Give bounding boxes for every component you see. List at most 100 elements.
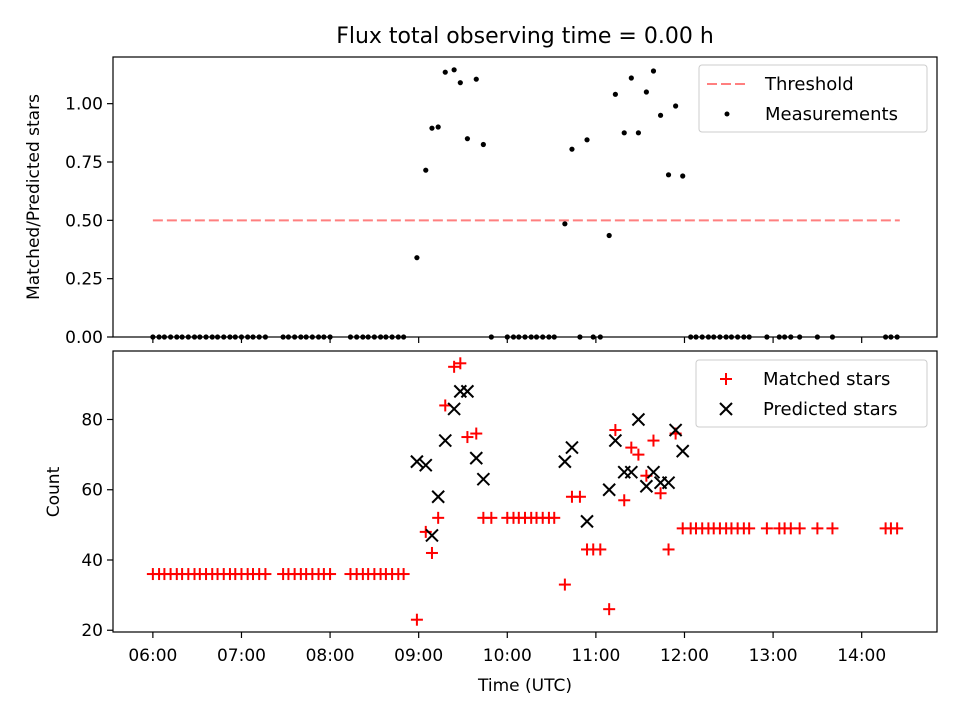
- measurement-point: [628, 75, 634, 81]
- matched-star-point: [793, 522, 806, 535]
- predicted-star-point: [676, 444, 690, 458]
- matched-star-point: [632, 448, 645, 461]
- top-panel: Flux total observing time = 0.00 h 0.000…: [24, 24, 938, 348]
- top-axis-ticks: 0.00 0.25 0.50 0.75 1.00: [65, 95, 863, 348]
- bottom-legend: Matched stars Predicted stars: [695, 359, 928, 428]
- measurement-point: [643, 89, 649, 95]
- predicted-star-point: [580, 514, 594, 529]
- matched-star-point: [654, 487, 667, 500]
- matched-star-point: [410, 613, 423, 626]
- predicted-star-point: [410, 454, 424, 469]
- x-tick-label: 10:00: [483, 646, 532, 666]
- matched-star-point: [826, 522, 839, 535]
- top-legend: Threshold Measurements: [698, 64, 928, 133]
- top-legend-box: [698, 64, 928, 133]
- predicted-star-point: [602, 483, 616, 497]
- legend-predicted-swatch: [719, 402, 733, 416]
- measurement-point: [606, 232, 612, 239]
- bottom-y-tick-label: 20: [81, 621, 103, 641]
- matched-star-point: [485, 511, 498, 524]
- predicted-star-point: [460, 384, 475, 399]
- legend-measurements-swatch: [724, 111, 730, 117]
- measurement-point: [480, 141, 486, 148]
- measurement-point: [612, 91, 618, 97]
- measurement-point: [635, 130, 642, 136]
- x-tick-label: 12:00: [660, 646, 709, 666]
- matched-star-point: [397, 568, 410, 581]
- predicted-star-point: [447, 402, 461, 416]
- top-y-tick-label: 0.75: [65, 153, 103, 173]
- measurement-point: [584, 137, 590, 143]
- bottom-y-tick-label: 80: [81, 410, 103, 430]
- bottom-y-tick-label: 60: [81, 481, 103, 501]
- measurement-point: [562, 221, 568, 227]
- predicted-star-point: [476, 472, 491, 486]
- measurement-point: [621, 130, 627, 136]
- bottom-y-axis-label: Count: [44, 466, 64, 517]
- x-tick-label: 14:00: [837, 646, 886, 666]
- predicted-star-point: [419, 458, 433, 472]
- predicted-star-point: [668, 423, 683, 437]
- measurement-point: [665, 172, 672, 178]
- matched-star-point: [558, 578, 571, 591]
- top-plot-frame: [112, 56, 938, 338]
- predicted-star-point: [608, 433, 623, 448]
- predicted-star-point: [565, 440, 579, 455]
- matched-star-point: [618, 494, 631, 507]
- matched-star-point: [548, 511, 561, 524]
- matched-star-point: [425, 546, 438, 559]
- measurement-point: [451, 67, 457, 73]
- top-y-tick-label: 1.00: [65, 95, 103, 115]
- bottom-axis-ticks: 20 40 60 80 06:00 07:00 08:00 09:00 10:00 11:00 12…: [81, 410, 886, 666]
- predicted-star-point: [469, 451, 483, 465]
- measurement-point: [442, 69, 448, 75]
- matched-star-point: [603, 603, 616, 616]
- x-tick-label: 09:00: [394, 646, 443, 666]
- top-y-axis-label: Matched/Predicted stars: [24, 94, 44, 300]
- legend-matched-label: Matched stars: [763, 369, 890, 390]
- matched-star-point: [324, 568, 337, 581]
- top-y-tick-label: 0.50: [65, 211, 103, 231]
- top-y-tick-label: 0.25: [65, 270, 103, 290]
- measurement-point: [414, 255, 420, 261]
- measurement-point: [473, 76, 479, 82]
- x-axis-label: Time (UTC): [477, 676, 572, 696]
- legend-threshold-label: Threshold: [764, 74, 854, 95]
- legend-measurements-label: Measurements: [765, 104, 898, 125]
- predicted-star-point: [431, 490, 445, 504]
- matched-star-point: [259, 568, 272, 581]
- measurement-point: [435, 124, 441, 130]
- matched-star-point: [891, 522, 904, 535]
- x-tick-label: 13:00: [749, 646, 798, 666]
- matched-stars-points: [146, 357, 904, 626]
- top-y-tick-label: 0.00: [65, 328, 103, 348]
- matched-star-point: [594, 543, 607, 556]
- x-tick-label: 11:00: [571, 646, 620, 666]
- measurement-point: [569, 146, 575, 152]
- measurement-point: [429, 125, 435, 131]
- measurement-point: [457, 80, 463, 86]
- matched-star-point: [662, 543, 675, 556]
- matched-star-point: [432, 511, 445, 524]
- matched-star-point: [461, 431, 474, 444]
- matched-star-point: [743, 522, 756, 535]
- matched-star-point: [625, 441, 638, 454]
- bottom-legend-box: [695, 359, 928, 428]
- bottom-panel: 20 40 60 80 06:00 07:00 08:00 09:00 10:00 11:00 12…: [44, 350, 938, 696]
- matched-star-point: [760, 522, 773, 535]
- predicted-star-point: [624, 465, 639, 479]
- matched-star-point: [811, 522, 824, 535]
- measurement-point: [423, 167, 429, 173]
- matched-star-point: [448, 360, 461, 373]
- predicted-star-point: [438, 433, 452, 448]
- measurement-point: [657, 112, 664, 118]
- predicted-star-point: [425, 528, 439, 543]
- top-title: Flux total observing time = 0.00 h: [336, 24, 714, 49]
- x-tick-label: 07:00: [217, 646, 266, 666]
- predicted-star-point: [646, 465, 661, 479]
- matched-star-point: [647, 434, 660, 447]
- matched-star-point: [573, 490, 586, 503]
- legend-predicted-label: Predicted stars: [763, 399, 897, 420]
- x-tick-label: 06:00: [128, 646, 177, 666]
